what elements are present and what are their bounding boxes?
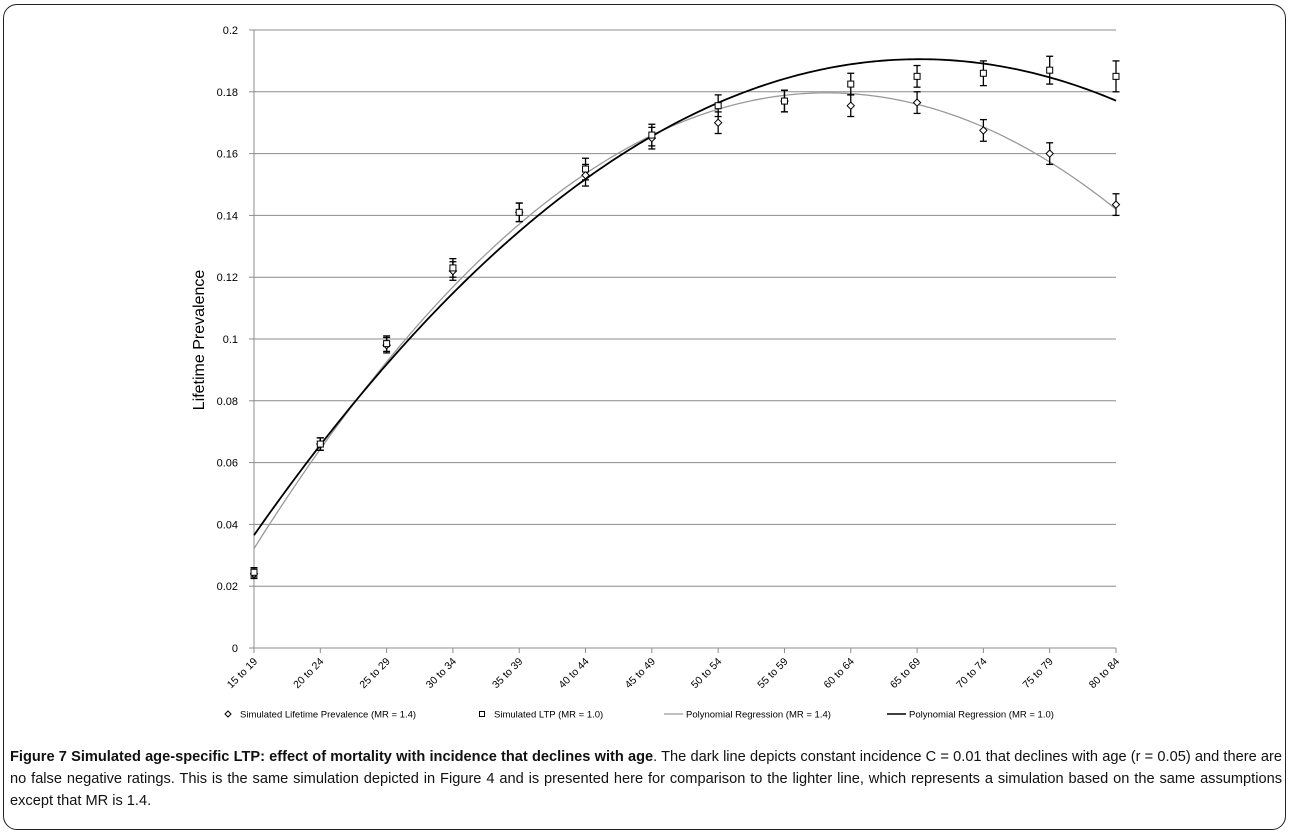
x-tick-label: 75 to 79 [1020,656,1055,691]
square-marker [383,340,391,348]
square-marker [847,80,855,88]
square-marker [780,97,788,105]
square-marker [648,131,656,139]
x-tick-label: 65 to 69 [888,656,923,691]
y-tick-label: 0.18 [217,87,238,99]
y-tick-labels: 0 0.02 0.04 0.06 0.08 0.1 0.12 0.14 0.16 0.18 0.2 [217,25,238,655]
caption-text: . The dark line depicts constant inciden… [10,749,1282,809]
square-marker [449,264,457,272]
x-tick-label: 80 to 84 [1087,656,1122,691]
legend-label: Polynomial Regression (MR = 1.4) [686,710,831,721]
y-tick-label: 0.1 [223,334,238,346]
diamond-marker [846,101,856,111]
diamond-marker [1045,149,1054,158]
legend-square-marker [479,711,485,717]
square-marker [1046,66,1054,74]
square-marker [250,568,258,576]
x-tick-label: 50 to 54 [689,656,724,691]
x-tick-label: 30 to 34 [424,656,459,691]
y-tick-label: 0.08 [217,396,238,408]
x-tick-label: 15 to 19 [225,656,260,691]
y-tick-label: 0 [232,643,238,655]
x-tick-label: 70 to 74 [954,656,989,691]
square-marker [714,102,722,110]
square-marker [515,208,523,216]
y-tick-label: 0.04 [217,519,238,531]
y-tick-label: 0.06 [217,458,238,470]
x-tick-label: 20 to 24 [291,656,326,691]
x-tick-label: 55 to 59 [755,656,790,691]
square-marker [316,440,324,448]
x-tick-labels: 15 to 19 20 to 24 25 to 29 30 to 34 35 to 39… [225,656,1122,691]
caption-label: Figure 7 Simulated age-specific LTP: eff… [10,749,654,765]
figure-caption: Figure 7 Simulated age-specific LTP: eff… [10,746,1282,812]
legend-label: Simulated LTP (MR = 1.0) [494,710,603,721]
regression-curves [253,58,1117,549]
square-marker [979,69,987,77]
legend-label: Simulated Lifetime Prevalence (MR = 1.4) [240,710,416,721]
regression-line-mr-1-4 [253,92,1117,549]
gridlines [254,29,1116,587]
data-markers [249,66,1121,579]
square-marker [913,72,921,80]
legend-label: Polynomial Regression (MR = 1.0) [909,710,1054,721]
figure-frame [3,4,1286,830]
square-marker [1112,72,1120,80]
diamond-marker [581,170,590,180]
y-tick-label: 0.16 [217,149,238,161]
y-tick-label: 0.2 [223,25,238,37]
y-tick-label: 0.12 [217,272,238,284]
x-axis [249,29,1117,653]
y-tick-label: 0.02 [217,581,238,593]
error-bars [250,55,1120,580]
diamond-marker [912,98,922,107]
line-chart: 00.020.040.060.080.10.120.140.160.180.2 … [191,25,1122,721]
legend: Simulated Lifetime Prevalence (MR = 1.4)… [224,710,1054,721]
legend-diamond-marker [224,710,232,718]
x-tick-label: 25 to 29 [357,656,392,691]
y-axis-title: Lifetime Prevalence [191,270,208,411]
x-tick-label: 40 to 44 [556,656,591,691]
x-tick-label: 35 to 39 [490,656,525,691]
diamond-marker [1111,200,1121,209]
regression-line-mr-1-0 [253,58,1117,536]
x-tick-label: 45 to 49 [623,656,658,691]
x-tick-label: 60 to 64 [822,656,857,691]
diamond-marker [713,118,723,128]
y-tick-label: 0.14 [217,210,238,222]
square-marker [582,165,590,173]
diamond-marker [979,126,988,135]
